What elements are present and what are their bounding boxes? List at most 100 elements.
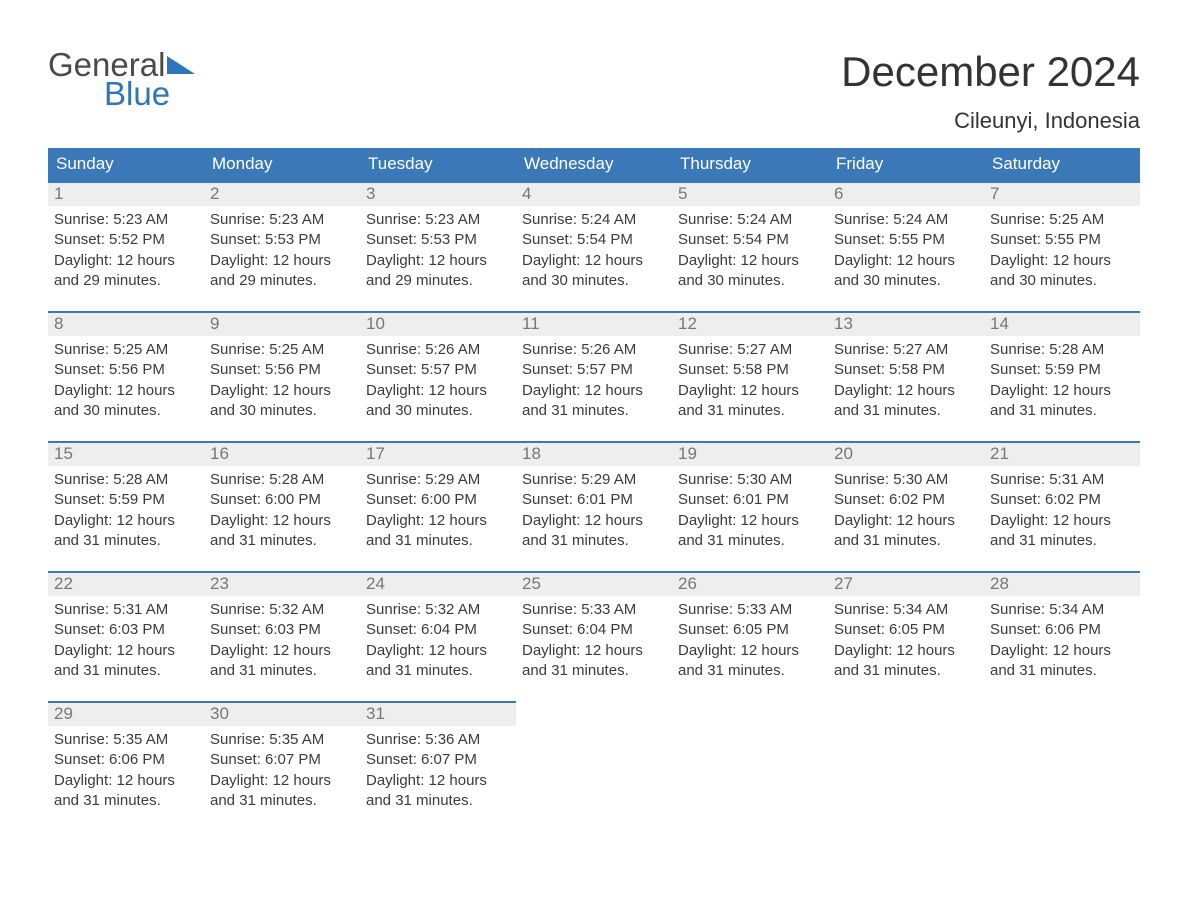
day-number: 19 [672, 443, 828, 466]
week-row: 29Sunrise: 5:35 AMSunset: 6:06 PMDayligh… [48, 701, 1140, 813]
sunrise-text: Sunrise: 5:30 AM [834, 470, 978, 490]
sunset-text: Sunset: 5:55 PM [834, 230, 978, 250]
sunrise-text: Sunrise: 5:32 AM [366, 600, 510, 620]
day-body: Sunrise: 5:36 AMSunset: 6:07 PMDaylight:… [360, 726, 516, 813]
daylight-text: Daylight: 12 hours and 31 minutes. [210, 511, 354, 552]
weekday-header: Friday [828, 148, 984, 181]
daylight-text: Daylight: 12 hours and 30 minutes. [366, 381, 510, 422]
sunrise-text: Sunrise: 5:26 AM [522, 340, 666, 360]
day-body: Sunrise: 5:34 AMSunset: 6:06 PMDaylight:… [984, 596, 1140, 683]
sunset-text: Sunset: 5:54 PM [678, 230, 822, 250]
sunrise-text: Sunrise: 5:28 AM [990, 340, 1134, 360]
day-number: 18 [516, 443, 672, 466]
day-cell: 13Sunrise: 5:27 AMSunset: 5:58 PMDayligh… [828, 311, 984, 423]
daylight-text: Daylight: 12 hours and 31 minutes. [834, 511, 978, 552]
day-body: Sunrise: 5:33 AMSunset: 6:05 PMDaylight:… [672, 596, 828, 683]
day-cell: 10Sunrise: 5:26 AMSunset: 5:57 PMDayligh… [360, 311, 516, 423]
daylight-text: Daylight: 12 hours and 31 minutes. [990, 641, 1134, 682]
day-body: Sunrise: 5:25 AMSunset: 5:56 PMDaylight:… [48, 336, 204, 423]
sunrise-text: Sunrise: 5:23 AM [210, 210, 354, 230]
day-body: Sunrise: 5:33 AMSunset: 6:04 PMDaylight:… [516, 596, 672, 683]
daylight-text: Daylight: 12 hours and 30 minutes. [678, 251, 822, 292]
sunset-text: Sunset: 5:53 PM [366, 230, 510, 250]
sunrise-text: Sunrise: 5:29 AM [366, 470, 510, 490]
day-number: 2 [204, 183, 360, 206]
day-body: Sunrise: 5:29 AMSunset: 6:01 PMDaylight:… [516, 466, 672, 553]
sunset-text: Sunset: 6:00 PM [366, 490, 510, 510]
sunset-text: Sunset: 6:04 PM [522, 620, 666, 640]
sunset-text: Sunset: 6:07 PM [366, 750, 510, 770]
day-body: Sunrise: 5:26 AMSunset: 5:57 PMDaylight:… [516, 336, 672, 423]
day-cell: 23Sunrise: 5:32 AMSunset: 6:03 PMDayligh… [204, 571, 360, 683]
weekday-header: Tuesday [360, 148, 516, 181]
sunrise-text: Sunrise: 5:27 AM [834, 340, 978, 360]
day-number: 16 [204, 443, 360, 466]
day-body: Sunrise: 5:28 AMSunset: 6:00 PMDaylight:… [204, 466, 360, 553]
day-number: 29 [48, 703, 204, 726]
day-body: Sunrise: 5:24 AMSunset: 5:55 PMDaylight:… [828, 206, 984, 293]
daylight-text: Daylight: 12 hours and 31 minutes. [54, 771, 198, 812]
day-number: 27 [828, 573, 984, 596]
day-number: 11 [516, 313, 672, 336]
sunset-text: Sunset: 6:03 PM [54, 620, 198, 640]
sunrise-text: Sunrise: 5:31 AM [54, 600, 198, 620]
sunrise-text: Sunrise: 5:33 AM [522, 600, 666, 620]
weekday-header: Sunday [48, 148, 204, 181]
day-body: Sunrise: 5:26 AMSunset: 5:57 PMDaylight:… [360, 336, 516, 423]
daylight-text: Daylight: 12 hours and 31 minutes. [366, 641, 510, 682]
day-number: 30 [204, 703, 360, 726]
sunset-text: Sunset: 6:06 PM [990, 620, 1134, 640]
day-cell: 5Sunrise: 5:24 AMSunset: 5:54 PMDaylight… [672, 181, 828, 293]
month-title: December 2024 [841, 48, 1140, 96]
sunrise-text: Sunrise: 5:32 AM [210, 600, 354, 620]
sunrise-text: Sunrise: 5:23 AM [366, 210, 510, 230]
daylight-text: Daylight: 12 hours and 31 minutes. [522, 381, 666, 422]
day-body: Sunrise: 5:32 AMSunset: 6:04 PMDaylight:… [360, 596, 516, 683]
sunset-text: Sunset: 5:52 PM [54, 230, 198, 250]
day-cell: 30Sunrise: 5:35 AMSunset: 6:07 PMDayligh… [204, 701, 360, 813]
day-body: Sunrise: 5:24 AMSunset: 5:54 PMDaylight:… [672, 206, 828, 293]
sunset-text: Sunset: 5:57 PM [522, 360, 666, 380]
day-cell: 31Sunrise: 5:36 AMSunset: 6:07 PMDayligh… [360, 701, 516, 813]
daylight-text: Daylight: 12 hours and 31 minutes. [366, 771, 510, 812]
day-cell: 4Sunrise: 5:24 AMSunset: 5:54 PMDaylight… [516, 181, 672, 293]
day-body: Sunrise: 5:25 AMSunset: 5:56 PMDaylight:… [204, 336, 360, 423]
day-cell: 27Sunrise: 5:34 AMSunset: 6:05 PMDayligh… [828, 571, 984, 683]
sunrise-text: Sunrise: 5:35 AM [54, 730, 198, 750]
day-number: 22 [48, 573, 204, 596]
day-cell: 9Sunrise: 5:25 AMSunset: 5:56 PMDaylight… [204, 311, 360, 423]
day-cell: 20Sunrise: 5:30 AMSunset: 6:02 PMDayligh… [828, 441, 984, 553]
weekday-header-row: Sunday Monday Tuesday Wednesday Thursday… [48, 148, 1140, 181]
day-number: 9 [204, 313, 360, 336]
sunset-text: Sunset: 6:02 PM [990, 490, 1134, 510]
sunrise-text: Sunrise: 5:24 AM [678, 210, 822, 230]
sunrise-text: Sunrise: 5:25 AM [210, 340, 354, 360]
daylight-text: Daylight: 12 hours and 31 minutes. [522, 511, 666, 552]
sunset-text: Sunset: 5:56 PM [54, 360, 198, 380]
day-cell: 24Sunrise: 5:32 AMSunset: 6:04 PMDayligh… [360, 571, 516, 683]
day-number: 17 [360, 443, 516, 466]
day-cell: 8Sunrise: 5:25 AMSunset: 5:56 PMDaylight… [48, 311, 204, 423]
day-cell-empty [516, 701, 672, 813]
weekday-header: Saturday [984, 148, 1140, 181]
sunrise-text: Sunrise: 5:35 AM [210, 730, 354, 750]
day-body: Sunrise: 5:31 AMSunset: 6:03 PMDaylight:… [48, 596, 204, 683]
day-cell: 11Sunrise: 5:26 AMSunset: 5:57 PMDayligh… [516, 311, 672, 423]
sunset-text: Sunset: 6:07 PM [210, 750, 354, 770]
sunrise-text: Sunrise: 5:30 AM [678, 470, 822, 490]
daylight-text: Daylight: 12 hours and 30 minutes. [834, 251, 978, 292]
day-cell-empty [984, 701, 1140, 813]
day-body: Sunrise: 5:31 AMSunset: 6:02 PMDaylight:… [984, 466, 1140, 553]
day-cell: 2Sunrise: 5:23 AMSunset: 5:53 PMDaylight… [204, 181, 360, 293]
calendar: Sunday Monday Tuesday Wednesday Thursday… [48, 148, 1140, 813]
day-number: 23 [204, 573, 360, 596]
sunset-text: Sunset: 5:57 PM [366, 360, 510, 380]
sunset-text: Sunset: 5:59 PM [54, 490, 198, 510]
daylight-text: Daylight: 12 hours and 30 minutes. [210, 381, 354, 422]
day-body: Sunrise: 5:30 AMSunset: 6:01 PMDaylight:… [672, 466, 828, 553]
daylight-text: Daylight: 12 hours and 30 minutes. [522, 251, 666, 292]
sunrise-text: Sunrise: 5:28 AM [210, 470, 354, 490]
sunrise-text: Sunrise: 5:24 AM [834, 210, 978, 230]
brand-line2: Blue [48, 77, 195, 110]
day-cell-empty [672, 701, 828, 813]
